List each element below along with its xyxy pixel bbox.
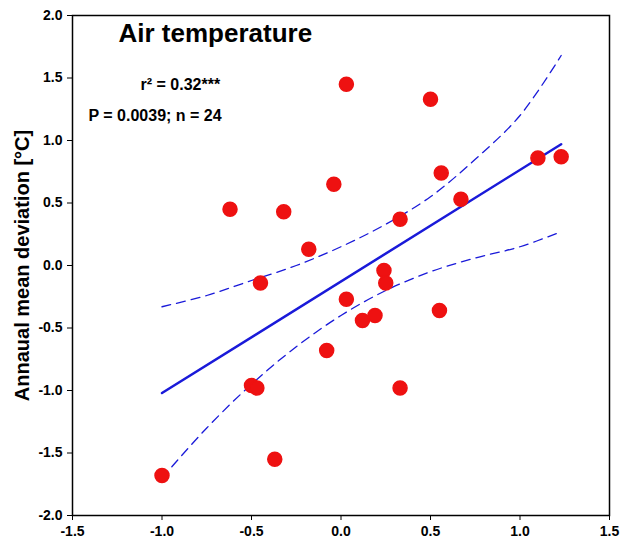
svg-text:P = 0.0039; n = 24: P = 0.0039; n = 24 xyxy=(89,107,222,124)
svg-text:-0.5: -0.5 xyxy=(239,523,263,539)
svg-text:2.0: 2.0 xyxy=(43,7,63,23)
svg-text:0.0: 0.0 xyxy=(43,257,63,273)
svg-text:1.0: 1.0 xyxy=(510,523,530,539)
svg-text:1.5: 1.5 xyxy=(600,523,620,539)
svg-text:r² = 0.32***: r² = 0.32*** xyxy=(141,76,221,93)
svg-text:-1.0: -1.0 xyxy=(38,382,62,398)
svg-text:-0.5: -0.5 xyxy=(38,319,62,335)
svg-text:-1.0: -1.0 xyxy=(150,523,174,539)
svg-text:-1.5: -1.5 xyxy=(38,444,62,460)
svg-text:1.0: 1.0 xyxy=(43,132,63,148)
svg-text:0.0: 0.0 xyxy=(331,523,351,539)
svg-text:0.5: 0.5 xyxy=(421,523,441,539)
svg-text:-1.5: -1.5 xyxy=(60,523,84,539)
svg-text:Annaual mean deviation [°C]: Annaual mean deviation [°C] xyxy=(11,130,33,401)
svg-text:-2.0: -2.0 xyxy=(38,507,62,523)
svg-text:1.5: 1.5 xyxy=(43,69,63,85)
svg-text:0.5: 0.5 xyxy=(43,194,63,210)
svg-text:Air temperature: Air temperature xyxy=(119,18,313,48)
